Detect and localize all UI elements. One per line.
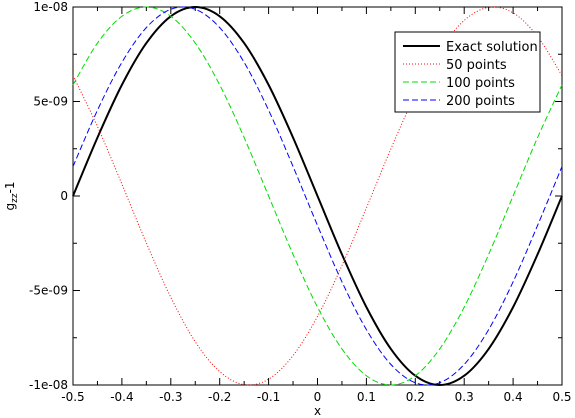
legend-label-exact-solution: Exact solution: [446, 40, 538, 55]
x-tick-label: 0.5: [552, 390, 571, 404]
x-tick-label: 0.3: [455, 390, 474, 404]
legend-label-50-points: 50 points: [446, 58, 507, 73]
series-line-exact-solution: [72, 5, 563, 387]
series-line-100-points: [72, 6, 563, 386]
x-tick-label: -0.4: [110, 390, 133, 404]
y-axis-label-sub: zz: [10, 193, 20, 203]
y-tick-label: -1e-08: [29, 378, 68, 392]
x-tick-label: -0.1: [257, 390, 280, 404]
x-tick-label: -0.5: [61, 390, 84, 404]
series-line-50-points: [72, 6, 563, 386]
y-axis-label: gzz-1: [3, 181, 20, 210]
x-axis-label: x: [314, 404, 321, 418]
x-tick-label: 0.1: [357, 390, 376, 404]
x-tick-label: -0.2: [208, 390, 231, 404]
y-axis-label-suffix: -1: [3, 181, 17, 193]
x-tick-label: 0.2: [406, 390, 425, 404]
series-layer: [72, 5, 563, 387]
y-tick-label: 1e-08: [33, 0, 68, 14]
legend-label-200-points: 200 points: [446, 94, 515, 109]
y-tick-label: -5e-09: [29, 284, 68, 298]
x-tick-label: -0.3: [159, 390, 182, 404]
y-tick-label: 5e-09: [33, 95, 68, 109]
y-tick-label: 0: [60, 189, 68, 203]
x-axis: -0.5 -0.4 -0.3 -0.2 -0.1 0 0.1 0.2 0.3 0.4 0.5: [61, 7, 572, 404]
series-line-200-points: [72, 6, 563, 386]
legend: Exact solution 50 points 100 points 200 poi…: [394, 31, 541, 113]
y-axis-label-main: g: [3, 203, 17, 211]
x-tick-label: 0.4: [504, 390, 523, 404]
legend-label-100-points: 100 points: [446, 76, 515, 91]
x-tick-label: 0: [314, 390, 322, 404]
y-axis: -1e-08 -5e-09 0 5e-09 1e-08: [29, 0, 562, 392]
